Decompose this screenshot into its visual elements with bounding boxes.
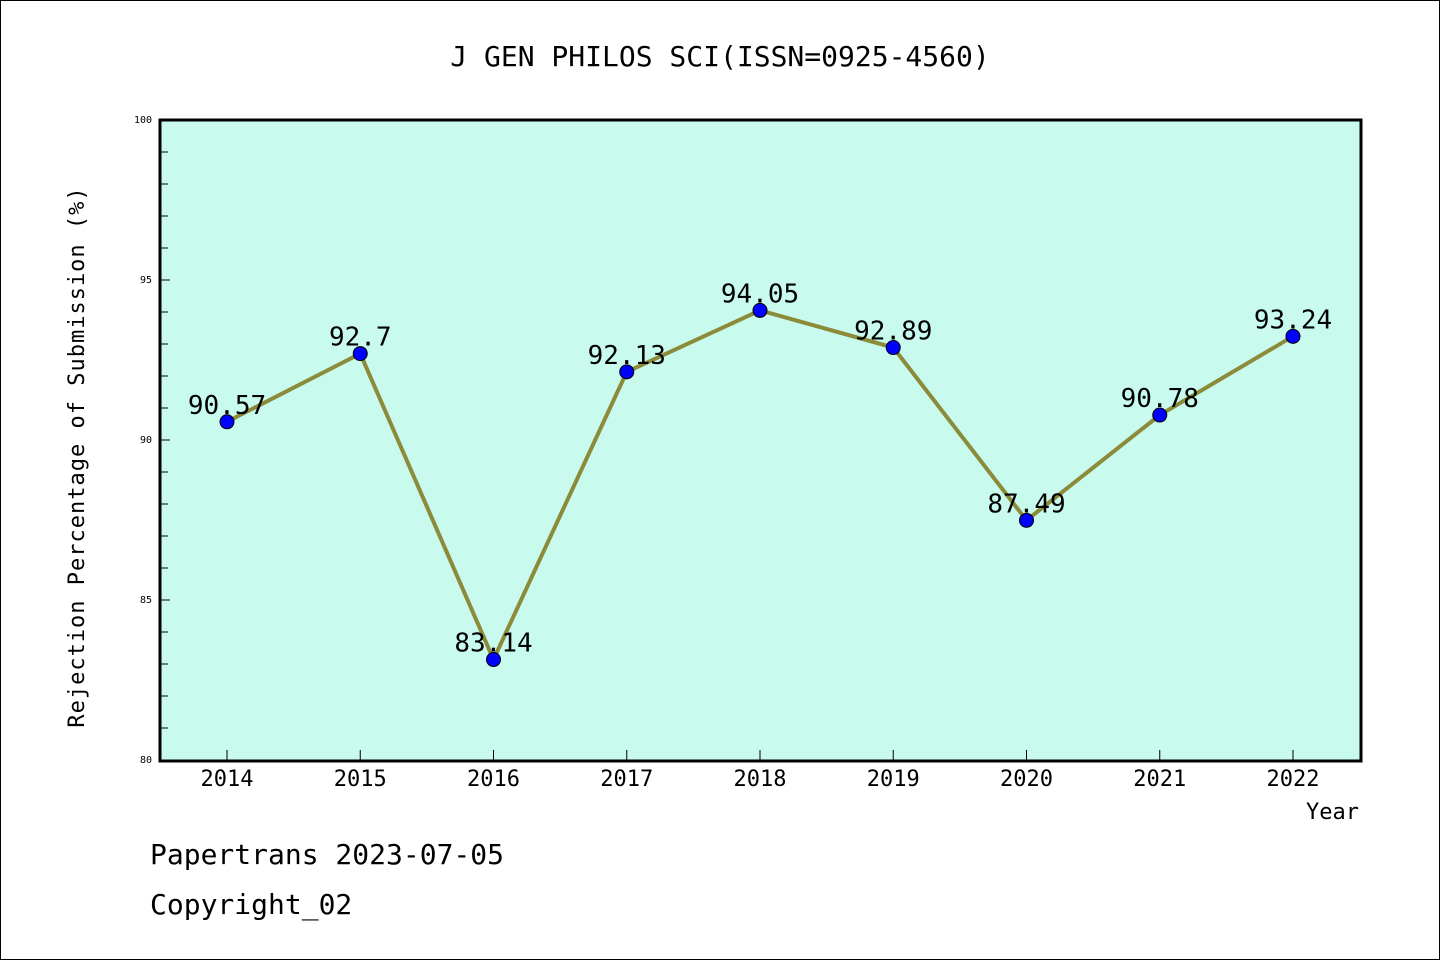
data-point	[219, 414, 235, 430]
x-tick-label: 2020	[1000, 767, 1053, 792]
x-tick-label: 2016	[467, 767, 520, 792]
y-axis: 80 85 90 95 100	[134, 115, 170, 766]
chart-title: J GEN PHILOS SCI(ISSN=0925-4560)	[450, 40, 989, 73]
data-label: 87.49	[987, 489, 1065, 519]
data-point	[619, 364, 635, 380]
x-tick-label: 2018	[734, 767, 787, 792]
data-label: 92.13	[588, 341, 666, 371]
data-label: 83.14	[454, 629, 532, 659]
x-axis-label: Year	[1306, 800, 1359, 825]
data-label: 90.57	[188, 391, 266, 421]
data-point	[885, 340, 901, 356]
data-point	[1019, 512, 1034, 528]
x-tick-label: 2022	[1267, 767, 1320, 792]
data-series: 90.57 92.7 83.14 92.13 94.05 92.89 87.49 90.78 9…	[188, 279, 1332, 668]
data-point	[752, 302, 768, 318]
x-axis: 2014 2015 2016 2017 2018 2019 2020 2021 2022	[201, 750, 1320, 792]
footer-copyright: Copyright_02	[150, 888, 352, 922]
x-tick-label: 2014	[201, 767, 254, 792]
y-tick-label: 85	[140, 595, 152, 606]
data-label: 92.89	[854, 317, 932, 347]
data-label: 90.78	[1121, 384, 1199, 414]
data-point	[1152, 407, 1168, 423]
plot-area	[158, 118, 1363, 763]
data-label: 94.05	[721, 279, 799, 309]
x-tick-label: 2017	[600, 767, 653, 792]
y-tick-label: 100	[134, 115, 152, 126]
footer-date: Papertrans 2023-07-05	[150, 838, 504, 871]
y-tick-label: 80	[140, 755, 152, 766]
x-tick-label: 2021	[1133, 767, 1186, 792]
data-label: 92.7	[329, 323, 392, 353]
data-point	[486, 652, 501, 668]
data-label: 93.24	[1254, 305, 1332, 335]
y-tick-label: 95	[140, 275, 152, 286]
data-point	[352, 346, 368, 362]
x-tick-label: 2019	[867, 767, 920, 792]
y-tick-label: 90	[140, 435, 152, 446]
data-point	[1285, 328, 1301, 344]
y-axis-label: Rejection Percentage of Submission (%)	[65, 186, 90, 727]
x-tick-label: 2015	[334, 767, 387, 792]
